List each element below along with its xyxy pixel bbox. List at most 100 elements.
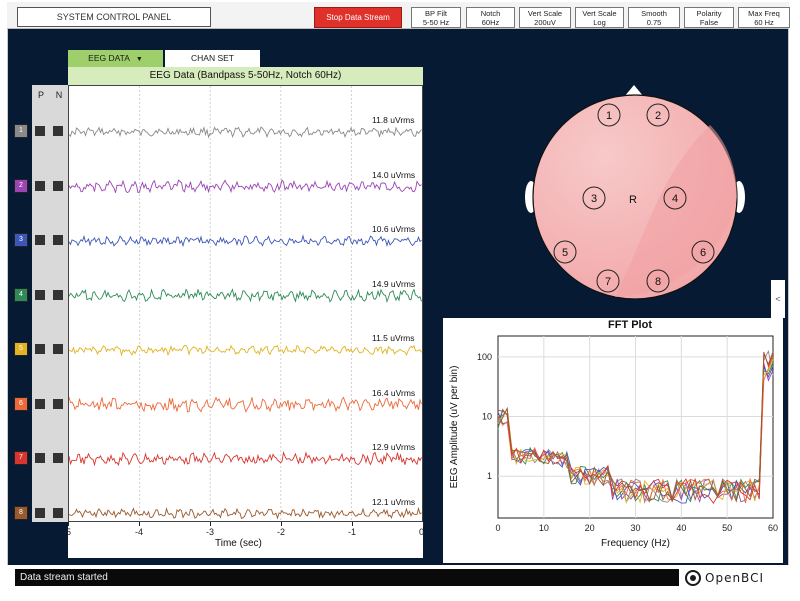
- max-freq-button[interactable]: Max Freq 60 Hz: [738, 7, 790, 28]
- electrode-label-8: 8: [655, 276, 661, 288]
- channel-toggle-2[interactable]: 2: [14, 178, 28, 193]
- head-reference-label: R: [629, 194, 637, 206]
- fft-x-tick-label: 0: [495, 523, 500, 533]
- fft-y-tick-label: 10: [482, 412, 492, 422]
- electrode-label-3: 3: [591, 193, 597, 205]
- system-control-panel-button[interactable]: SYSTEM CONTROL PANEL: [17, 7, 211, 27]
- electrode-label-1: 1: [606, 110, 612, 122]
- tab-eeg-data[interactable]: EEG DATA ▼: [68, 50, 163, 67]
- channel-toggle-4[interactable]: 4: [14, 287, 28, 302]
- rms-label-8: 12.1 uVrms: [372, 496, 416, 507]
- electrode-label-4: 4: [672, 193, 678, 205]
- polarity-n-column: [50, 85, 68, 522]
- channel-toggle-1[interactable]: 1: [14, 124, 28, 138]
- fft-y-tick-label: 100: [477, 352, 492, 362]
- nose-marker: [624, 85, 644, 97]
- smooth-button[interactable]: Smooth 0.75: [628, 7, 680, 28]
- polarity-p-toggle-3[interactable]: [35, 235, 45, 245]
- channel-toggle-8[interactable]: 8: [14, 505, 28, 520]
- eeg-trace-1: [68, 126, 422, 139]
- polarity-p-toggle-5[interactable]: [35, 344, 45, 354]
- polarity-p-toggle-2[interactable]: [35, 180, 45, 191]
- polarity-n-toggle-7[interactable]: [53, 453, 63, 463]
- polarity-n-toggle-1[interactable]: [53, 126, 63, 136]
- polarity-p-toggle-7[interactable]: [35, 453, 45, 463]
- vert-scale-log-button[interactable]: Vert Scale Log: [575, 7, 624, 28]
- eeg-traces-canvas: [68, 86, 422, 521]
- notch-filter-button[interactable]: Notch 60Hz: [466, 7, 515, 28]
- tab-chan-set[interactable]: CHAN SET: [165, 50, 260, 67]
- openbci-logo-icon: [685, 570, 701, 586]
- top-toolbar: SYSTEM CONTROL PANEL Stop Data Stream BP…: [7, 2, 790, 29]
- bandpass-filter-button[interactable]: BP Filt 5-50 Hz: [411, 7, 461, 28]
- electrode-label-2: 2: [655, 110, 661, 122]
- polarity-n-toggle-2[interactable]: [53, 180, 63, 191]
- electrode-label-5: 5: [562, 247, 568, 259]
- polarity-p-toggle-4[interactable]: [35, 289, 45, 300]
- fft-x-axis-label: Frequency (Hz): [601, 538, 670, 549]
- head-plot: 1 2 3 4 5 6 7 8 R: [520, 85, 750, 305]
- stop-data-stream-button[interactable]: Stop Data Stream: [314, 7, 402, 28]
- polarity-button[interactable]: Polarity False: [684, 7, 734, 28]
- electrode-7: [596, 269, 620, 293]
- time-tick-label: -1: [348, 527, 357, 537]
- eeg-trace-3: [68, 234, 422, 248]
- fft-x-tick-label: 40: [676, 523, 686, 533]
- fft-panel: FFT Plot 100 10 1 0 10 20 30 40 50 60 Frequency (H…: [443, 318, 783, 563]
- polarity-n-toggle-5[interactable]: [53, 344, 63, 354]
- time-tick-mark: [352, 522, 353, 526]
- electrode-5: [553, 240, 577, 264]
- rms-label-2: 14.0 uVrms: [372, 169, 416, 180]
- fft-title: FFT Plot: [608, 319, 652, 331]
- eeg-timeseries-plot: [68, 85, 423, 522]
- fft-x-tick-label: 10: [539, 523, 549, 533]
- electrode-label-7: 7: [605, 276, 611, 288]
- channel-toggle-3[interactable]: 3: [14, 233, 28, 247]
- time-tick-mark: [281, 522, 282, 526]
- channel-toggle-5[interactable]: 5: [14, 342, 28, 356]
- status-message: Data stream started: [15, 569, 679, 586]
- n-column-label: N: [55, 90, 63, 100]
- rms-label-1: 11.8 uVrms: [372, 115, 415, 125]
- fft-trace-5: [497, 359, 774, 504]
- collapse-panel-button[interactable]: <: [771, 280, 785, 318]
- channel-toggle-6[interactable]: 6: [14, 396, 28, 411]
- fft-x-tick-label: 20: [585, 523, 595, 533]
- tab-eeg-data-label: EEG DATA: [88, 53, 130, 63]
- fft-y-tick-label: 1: [487, 471, 492, 481]
- polarity-p-column: [32, 85, 50, 522]
- electrode-6: [691, 240, 715, 264]
- electrode-group: 1 2 3 4 5 6 7 8: [553, 103, 715, 293]
- polarity-p-toggle-1[interactable]: [35, 126, 45, 136]
- fft-trace-4: [497, 362, 774, 503]
- fft-x-tick-label: 30: [630, 523, 640, 533]
- time-tick-mark: [68, 522, 69, 526]
- time-tick-label: -3: [206, 527, 215, 537]
- polarity-n-toggle-4[interactable]: [53, 289, 63, 300]
- openbci-brand-text: OpenBCI: [705, 571, 764, 585]
- fft-trace-7: [497, 351, 774, 505]
- fft-trace-8: [497, 351, 774, 503]
- fft-y-axis-label: EEG Amplitude (uV per bin): [449, 366, 460, 489]
- openbci-brand: OpenBCI: [685, 568, 785, 588]
- dropdown-arrow-icon: ▼: [135, 56, 143, 63]
- polarity-p-toggle-6[interactable]: [35, 398, 45, 409]
- polarity-n-toggle-8[interactable]: [53, 507, 63, 518]
- vert-scale-button[interactable]: Vert Scale 200uV: [519, 7, 571, 28]
- head-plot-canvas: 1 2 3 4 5 6 7 8 R: [525, 85, 745, 300]
- polarity-p-toggle-8[interactable]: [35, 507, 45, 518]
- eeg-trace-6: [68, 396, 422, 414]
- fft-x-tick-label: 50: [722, 523, 732, 533]
- fft-trace-6: [497, 356, 774, 504]
- time-tick-mark: [423, 522, 424, 526]
- electrode-3: [582, 186, 606, 210]
- polarity-n-toggle-3[interactable]: [53, 235, 63, 245]
- time-tick-mark: [139, 522, 140, 526]
- eeg-trace-8: [68, 506, 422, 520]
- eeg-trace-7: [68, 450, 422, 467]
- rms-label-5: 11.5 uVrms: [372, 333, 415, 343]
- channel-toggle-7[interactable]: 7: [14, 451, 28, 465]
- polarity-n-toggle-6[interactable]: [53, 398, 63, 409]
- time-tick-label: -4: [135, 527, 144, 537]
- time-axis: -5 -4 -3 -2 -1 0 Time (sec): [63, 522, 424, 558]
